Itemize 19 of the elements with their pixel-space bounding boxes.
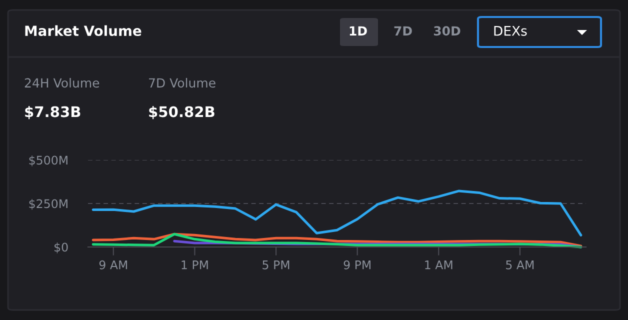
y-tick-label: $500M [29,156,68,166]
x-tick-label: 5 PM [262,260,290,270]
text: 1D [350,26,367,36]
text: DEXs [494,26,527,36]
text: 7D [394,26,412,36]
y-tick-label: $0 [54,242,68,254]
x-tick-label: 1 PM [182,260,208,270]
y-tick-label: $250M [29,199,68,210]
line-series [92,190,582,236]
x-tick-label: 5 AM [506,260,534,270]
x-tick-label: 1 AM [425,260,452,270]
text: 30D [434,26,460,36]
x-tick-label: 9 AM [99,260,128,270]
text: $7.83B [25,106,80,120]
text: $50.82B [149,106,214,120]
text: 7D Volume [149,78,216,88]
text: 24H Volume [24,78,100,88]
chart-title: Market Volume [25,25,142,36]
x-tick-label: 9 PM [344,260,370,270]
